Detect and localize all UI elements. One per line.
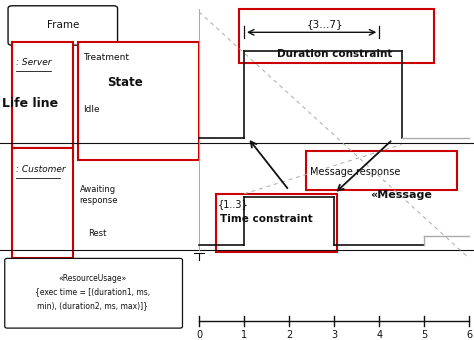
Text: Awaiting
response: Awaiting response bbox=[80, 185, 118, 205]
Bar bbox=[239, 8, 434, 63]
Text: {exec time = [(duration1, ms,: {exec time = [(duration1, ms, bbox=[35, 287, 150, 296]
FancyBboxPatch shape bbox=[8, 6, 118, 45]
Bar bbox=[306, 151, 457, 190]
Text: Time constraint: Time constraint bbox=[220, 214, 313, 224]
Text: {1..3}: {1..3} bbox=[218, 199, 249, 209]
Text: «ResourceUsage»: «ResourceUsage» bbox=[58, 274, 127, 283]
Text: Duration constraint: Duration constraint bbox=[277, 49, 392, 59]
Text: 0: 0 bbox=[196, 330, 202, 340]
Text: {3...7}: {3...7} bbox=[306, 19, 343, 29]
Text: Rest: Rest bbox=[88, 230, 106, 238]
Text: Frame: Frame bbox=[46, 20, 79, 31]
Text: 1: 1 bbox=[241, 330, 247, 340]
Text: min), (duration2, ms, max)]}: min), (duration2, ms, max)]} bbox=[37, 301, 148, 310]
Bar bbox=[12, 148, 73, 258]
Text: 2: 2 bbox=[286, 330, 292, 340]
Text: 5: 5 bbox=[421, 330, 428, 340]
Text: : Customer: : Customer bbox=[16, 165, 65, 174]
Text: Message response: Message response bbox=[310, 167, 401, 177]
Text: 3: 3 bbox=[331, 330, 337, 340]
Text: Idle: Idle bbox=[83, 105, 100, 114]
Text: : Server: : Server bbox=[16, 58, 51, 67]
FancyBboxPatch shape bbox=[5, 258, 182, 328]
Bar bbox=[78, 42, 199, 160]
Text: Life line: Life line bbox=[2, 97, 58, 110]
Text: «Message: «Message bbox=[370, 190, 432, 200]
Bar bbox=[216, 194, 337, 252]
Text: Treatment: Treatment bbox=[83, 53, 129, 62]
Text: 6: 6 bbox=[466, 330, 472, 340]
Bar bbox=[12, 42, 73, 148]
Text: 4: 4 bbox=[376, 330, 382, 340]
Text: State: State bbox=[107, 76, 142, 89]
